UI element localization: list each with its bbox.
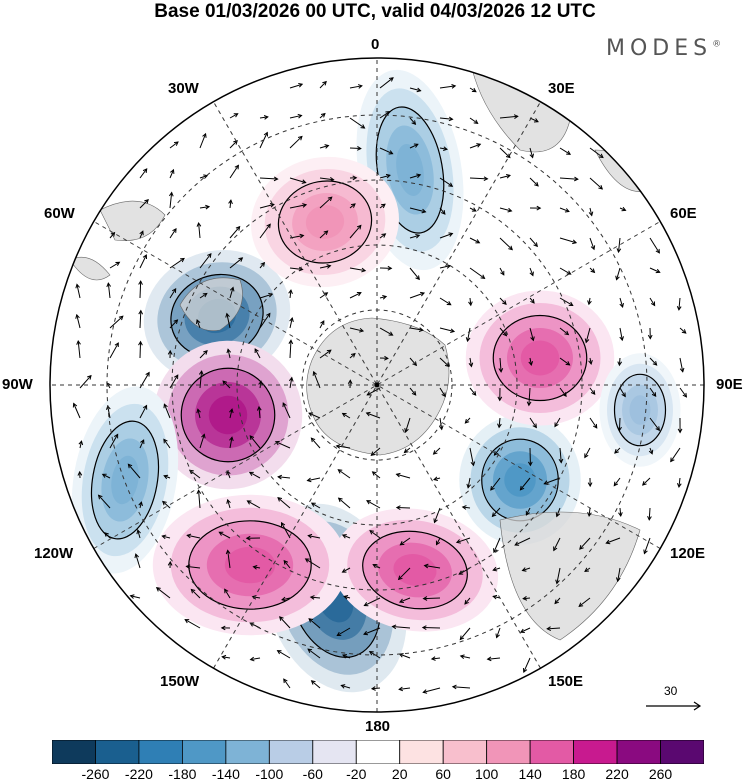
map-content — [69, 59, 688, 694]
landmass — [179, 277, 243, 332]
anomaly-high-40w — [251, 156, 399, 288]
colorbar-tick-label: -180 — [168, 766, 197, 782]
colorbar-tick-label: -60 — [302, 766, 323, 782]
colorbar-segment — [95, 740, 140, 764]
anomaly-low-130w — [71, 386, 179, 574]
label-90w: 90W — [2, 376, 33, 393]
colorbar-segment — [442, 740, 488, 764]
colorbar-segment — [529, 740, 574, 764]
colorbar-tick-label: 140 — [518, 766, 542, 782]
landmass — [469, 59, 571, 153]
landmass — [69, 256, 111, 281]
colorbar-tick-label: -220 — [124, 766, 153, 782]
colorbar-tick-label: -140 — [211, 766, 240, 782]
colorbar-segment — [138, 740, 183, 764]
map-border — [49, 57, 705, 713]
colorbar-segment — [225, 740, 270, 764]
label-120w: 120W — [34, 545, 74, 562]
colorbar-tick-label: 180 — [561, 766, 586, 782]
south-pole — [374, 382, 380, 388]
colorbar-segment — [52, 740, 96, 764]
colorbar-segment — [616, 740, 661, 764]
anomaly-low-100e — [599, 353, 681, 467]
label-90e: 90E — [716, 376, 743, 393]
colorbar-tick-label: 20 — [391, 766, 408, 782]
colorbar-tick-label: -260 — [81, 766, 110, 782]
colorbar-tick-label: 260 — [648, 766, 673, 782]
label-30e: 30E — [548, 80, 575, 97]
graticule — [50, 58, 704, 712]
colorbar-tick-label: 60 — [435, 766, 451, 782]
colorbar-segment — [399, 740, 444, 764]
anomaly-high-120w — [152, 494, 348, 636]
label-150w: 150W — [160, 673, 200, 690]
colorbar-tick-label: 100 — [474, 766, 499, 782]
label-150e: 150E — [548, 673, 584, 690]
colorbar-segment — [268, 740, 314, 764]
label-120e: 120E — [670, 545, 706, 562]
label-60e: 60E — [670, 205, 697, 222]
colorbar-segment — [573, 740, 618, 764]
colorbar-segment — [181, 740, 227, 764]
colorbar-tick-label: -20 — [346, 766, 367, 782]
modes-logo: MODES® — [606, 36, 721, 61]
page-title: Base 01/03/2026 00 UTC, valid 04/03/2026… — [154, 1, 596, 22]
landmass — [99, 200, 166, 241]
landmass — [594, 149, 651, 192]
colorbar-tick-label: 220 — [605, 766, 629, 782]
colorbar — [52, 740, 704, 764]
label-60w: 60W — [44, 205, 75, 222]
colorbar-segment — [486, 740, 531, 764]
colorbar-segment — [355, 740, 401, 764]
label-30w: 30W — [168, 80, 199, 97]
colorbar-tick-label: -100 — [255, 766, 284, 782]
reference-vector-head — [693, 701, 702, 711]
label-180: 180 — [365, 718, 391, 735]
landmass — [499, 511, 641, 641]
brand-mark: ® — [712, 39, 722, 50]
brand-text: MODES — [606, 36, 713, 61]
anomaly-high-150e — [331, 508, 499, 632]
colorbar-segment — [312, 740, 357, 764]
label-0: 0 — [371, 36, 380, 53]
reference-vector-label: 30 — [664, 684, 678, 698]
colorbar-segment — [660, 740, 704, 764]
anomaly-high-75e — [465, 290, 615, 426]
